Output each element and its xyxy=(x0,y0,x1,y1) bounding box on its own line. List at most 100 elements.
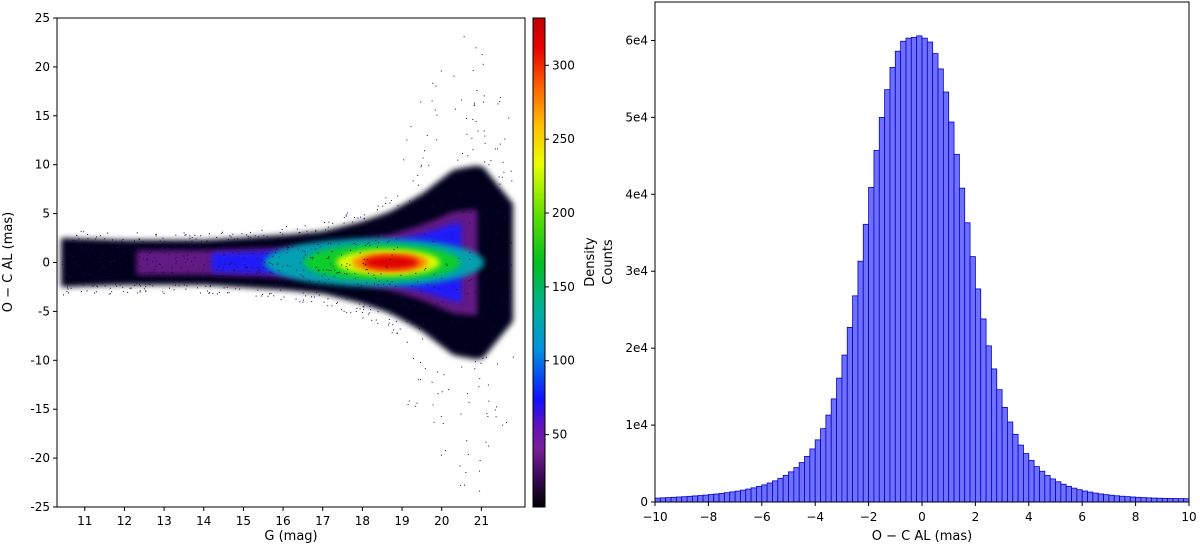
scatter-point xyxy=(401,293,403,295)
scatter-point xyxy=(145,290,147,292)
scatter-point xyxy=(138,274,140,276)
scatter-point xyxy=(74,239,76,241)
scatter-point xyxy=(272,273,274,274)
scatter-point xyxy=(172,242,174,244)
scatter-point xyxy=(155,265,157,267)
scatter-point xyxy=(397,305,399,307)
scatter-point xyxy=(290,236,292,238)
scatter-point xyxy=(199,244,201,246)
histogram-bar xyxy=(1119,495,1126,503)
scatter-point xyxy=(133,248,135,250)
histogram-bar xyxy=(681,496,688,503)
scatter-point xyxy=(72,252,74,254)
scatter-point xyxy=(343,285,345,287)
scatter-point xyxy=(499,96,501,98)
scatter-point xyxy=(478,332,480,334)
histogram-bar xyxy=(996,389,1003,503)
scatter-point xyxy=(422,199,424,201)
scatter-point xyxy=(250,236,252,238)
left-y-tick-label: -15 xyxy=(30,402,50,416)
scatter-point xyxy=(469,222,471,224)
histogram-bar xyxy=(1145,497,1153,503)
colorbar-tick-label: 150 xyxy=(552,280,575,294)
scatter-point xyxy=(336,301,338,303)
scatter-point xyxy=(446,264,448,266)
scatter-point xyxy=(430,326,432,328)
scatter-point xyxy=(346,263,348,265)
scatter-point xyxy=(115,241,117,243)
scatter-point xyxy=(136,232,138,234)
scatter-point xyxy=(231,262,233,264)
scatter-point xyxy=(414,405,416,407)
scatter-point xyxy=(366,282,368,284)
scatter-point xyxy=(349,229,351,231)
scatter-point xyxy=(123,241,125,243)
scatter-point xyxy=(442,422,444,424)
scatter-point xyxy=(107,232,109,234)
scatter-point xyxy=(234,288,236,290)
scatter-point xyxy=(216,293,218,295)
scatter-point xyxy=(472,149,474,151)
scatter-point xyxy=(508,307,510,309)
scatter-point xyxy=(98,260,100,262)
scatter-point xyxy=(500,220,502,222)
scatter-point xyxy=(388,322,390,324)
scatter-point xyxy=(476,90,478,91)
scatter-point xyxy=(177,279,179,281)
histogram-bar xyxy=(1167,498,1174,503)
scatter-point xyxy=(109,293,111,295)
scatter-point xyxy=(191,237,193,238)
scatter-point xyxy=(110,270,112,272)
scatter-point xyxy=(228,292,230,294)
scatter-point xyxy=(203,243,204,245)
scatter-point xyxy=(497,148,498,150)
scatter-point xyxy=(223,253,225,254)
scatter-point xyxy=(334,269,336,271)
left-y-tick-label: -10 xyxy=(30,353,50,367)
scatter-point xyxy=(300,274,302,276)
scatter-point xyxy=(450,321,452,323)
histogram-bar xyxy=(1177,498,1185,503)
histogram-bar xyxy=(691,495,699,503)
scatter-point xyxy=(405,314,407,316)
scatter-point xyxy=(408,400,410,402)
scatter-point xyxy=(385,265,387,267)
scatter-point xyxy=(312,256,314,258)
scatter-point xyxy=(250,267,252,269)
scatter-point xyxy=(220,233,222,235)
scatter-point xyxy=(396,238,398,240)
histogram-bar xyxy=(798,462,805,503)
scatter-point xyxy=(362,290,364,292)
scatter-point xyxy=(381,220,383,222)
scatter-point xyxy=(386,220,388,222)
histogram-bar xyxy=(1039,470,1046,503)
scatter-point xyxy=(420,290,422,292)
scatter-point xyxy=(270,272,272,274)
left-y-tick-label: 25 xyxy=(35,11,50,25)
histogram-bar xyxy=(852,295,859,503)
scatter-point xyxy=(261,293,263,295)
scatter-point xyxy=(332,284,334,286)
left-y-tick-label: 15 xyxy=(35,109,50,123)
scatter-point xyxy=(322,269,324,271)
right-x-tick-label: 4 xyxy=(1025,510,1033,524)
scatter-point xyxy=(417,281,419,283)
scatter-point xyxy=(461,318,463,319)
right-x-tick-label: 8 xyxy=(1132,510,1140,524)
scatter-point xyxy=(229,263,231,265)
scatter-point xyxy=(166,279,168,281)
histogram-bar xyxy=(937,68,944,503)
scatter-point xyxy=(155,235,157,237)
scatter-point xyxy=(483,95,485,97)
scatter-point xyxy=(190,277,192,278)
scatter-point xyxy=(243,257,245,259)
right-x-tick-label: −4 xyxy=(806,510,824,524)
scatter-point xyxy=(458,257,460,259)
scatter-point xyxy=(431,381,433,383)
left-x-tick-label: 12 xyxy=(117,514,132,528)
scatter-point xyxy=(87,234,89,235)
right-x-tick-label: 2 xyxy=(972,510,980,524)
scatter-point xyxy=(327,226,329,228)
scatter-point xyxy=(175,248,177,250)
